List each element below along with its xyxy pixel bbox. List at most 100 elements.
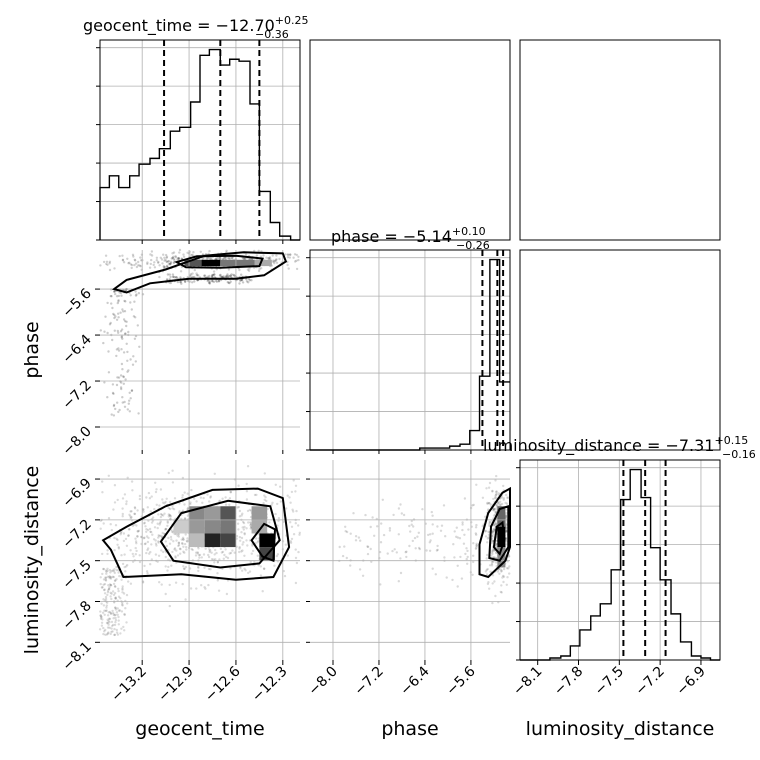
sample-point xyxy=(297,255,300,258)
sample-point xyxy=(487,536,490,539)
histogram-phase xyxy=(310,258,510,451)
contour-outer xyxy=(478,486,511,579)
sample-point xyxy=(229,490,232,494)
sample-point xyxy=(504,501,507,505)
sample-point xyxy=(379,541,383,544)
sample-point xyxy=(117,609,121,612)
sample-point xyxy=(492,528,495,532)
sample-point xyxy=(171,273,175,276)
sample-point xyxy=(167,506,170,510)
sample-point xyxy=(149,550,152,554)
sample-point xyxy=(179,552,182,555)
sample-point xyxy=(491,533,494,536)
sample-point xyxy=(451,578,454,582)
sample-point xyxy=(366,545,369,548)
sample-point xyxy=(225,274,229,277)
sample-point xyxy=(295,267,299,271)
sample-point xyxy=(113,290,116,293)
tick-label: −12.9 xyxy=(155,664,197,706)
sample-point xyxy=(229,567,232,570)
sample-point xyxy=(107,474,111,477)
sample-point xyxy=(127,580,130,583)
sample-point xyxy=(231,257,234,260)
sample-point xyxy=(505,529,508,533)
sample-point xyxy=(199,250,202,253)
sample-point xyxy=(491,582,494,585)
title-luminosity-distance: luminosity_distance = −7.31+0.15 −0.16 xyxy=(483,434,756,461)
sample-point xyxy=(221,550,225,554)
sample-point xyxy=(153,507,156,511)
sample-point xyxy=(209,568,212,571)
sample-point xyxy=(203,566,206,569)
sample-point xyxy=(491,540,494,543)
sample-point xyxy=(472,542,475,545)
sample-point xyxy=(491,508,495,512)
sample-point xyxy=(465,557,468,561)
sample-point xyxy=(495,503,498,507)
sample-point xyxy=(297,258,300,262)
sample-point xyxy=(159,520,162,523)
sample-point xyxy=(122,592,126,595)
sample-point xyxy=(162,265,166,269)
sample-point xyxy=(119,386,123,389)
sample-point xyxy=(487,530,490,533)
sample-point xyxy=(158,264,161,267)
sample-point xyxy=(341,554,345,558)
sample-point xyxy=(274,512,277,516)
sample-point xyxy=(217,280,221,283)
sample-point xyxy=(224,496,227,499)
sample-point xyxy=(148,266,152,269)
sample-point xyxy=(129,301,132,304)
sample-point xyxy=(193,497,196,500)
sample-point xyxy=(121,515,124,518)
sample-point xyxy=(491,490,494,493)
sample-point xyxy=(149,510,152,513)
sample-point xyxy=(496,570,500,573)
sample-point xyxy=(242,541,245,544)
sample-point xyxy=(243,567,246,570)
title-phase: phase = −5.14+0.10 −0.26 xyxy=(331,225,490,252)
sample-point xyxy=(173,276,176,279)
sample-point xyxy=(275,258,278,261)
sample-point xyxy=(114,613,117,617)
sample-point xyxy=(104,576,108,580)
sample-point xyxy=(189,274,192,278)
density-cell xyxy=(254,259,272,267)
sample-point xyxy=(121,308,124,311)
contour-mid xyxy=(159,499,281,569)
sample-point xyxy=(185,545,188,549)
sample-point xyxy=(113,316,116,320)
contour-outer xyxy=(101,487,291,581)
sample-point xyxy=(256,554,259,557)
sample-point xyxy=(292,479,295,482)
sample-point xyxy=(179,280,183,284)
sample-point xyxy=(428,549,432,552)
tick-label: −12.3 xyxy=(249,664,291,706)
contour-inner xyxy=(173,254,264,269)
sample-point xyxy=(431,523,434,526)
sample-point xyxy=(146,506,149,509)
tick-label: −8.1 xyxy=(59,639,94,674)
sample-point xyxy=(490,561,494,564)
sample-point xyxy=(107,619,110,623)
sample-point xyxy=(99,614,103,617)
sample-point xyxy=(111,624,114,628)
sample-point xyxy=(169,275,172,279)
sample-point xyxy=(495,490,498,494)
sample-point xyxy=(175,276,178,279)
sample-point xyxy=(111,391,115,395)
sample-point xyxy=(131,560,135,563)
sample-point xyxy=(181,494,184,497)
sample-point xyxy=(105,572,108,575)
sample-point xyxy=(130,266,133,270)
sample-point xyxy=(175,539,178,542)
sample-point xyxy=(118,291,121,294)
sample-point xyxy=(224,503,228,506)
sample-point xyxy=(444,535,447,538)
sample-point xyxy=(106,575,109,578)
sample-point xyxy=(213,273,216,276)
sample-point xyxy=(169,514,172,517)
sample-point xyxy=(106,593,109,597)
sample-point xyxy=(117,410,120,414)
